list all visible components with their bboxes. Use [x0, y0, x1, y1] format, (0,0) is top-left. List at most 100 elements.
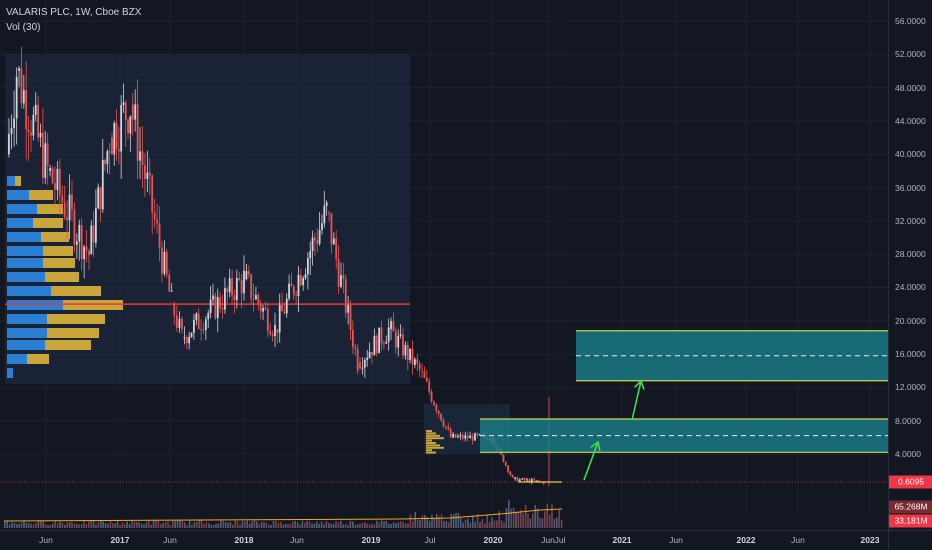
candle-body — [161, 247, 163, 274]
candle-body — [430, 391, 433, 402]
volume-profile-bar — [45, 340, 91, 350]
symbol-title[interactable]: VALARIS PLC, 1W, Cboe BZX — [6, 7, 142, 18]
volume-profile-bar — [45, 272, 79, 282]
candle-body — [371, 351, 373, 356]
candle-body — [469, 435, 472, 439]
candle-body — [476, 433, 479, 436]
candle-body — [27, 129, 30, 133]
candle-body — [170, 290, 173, 292]
candle-body — [165, 251, 168, 275]
price-tick-label: 32.0000 — [895, 215, 926, 226]
candle-body — [380, 327, 383, 344]
volume-profile-bar — [47, 328, 99, 338]
candle-body — [18, 68, 20, 71]
volume-bar — [464, 519, 467, 528]
price-axis[interactable]: 56.0000 52.0000 48.0000 44.0000 40.0000 36.00… — [888, 0, 932, 530]
volume-bar — [383, 521, 385, 528]
candle-body — [404, 345, 407, 356]
candle-body — [8, 133, 10, 155]
volume-bar — [227, 522, 229, 528]
volume-bar — [419, 520, 421, 528]
candle-body — [537, 480, 540, 482]
candle-body — [474, 433, 476, 441]
volume-bar — [308, 521, 311, 528]
volume-bar — [292, 521, 294, 528]
volume-bar — [260, 522, 263, 528]
candle-body — [516, 477, 519, 482]
candle-body — [425, 377, 428, 382]
volume-bar — [244, 521, 246, 528]
volume-bar — [402, 521, 404, 528]
candle-body — [295, 294, 298, 297]
volume-bar — [121, 522, 124, 528]
volume-bar — [8, 524, 11, 528]
candle-body — [216, 297, 219, 319]
volume-bar — [311, 523, 313, 528]
candle-body — [153, 212, 156, 220]
candle-body — [328, 212, 330, 214]
volume-bar — [90, 520, 92, 528]
candle-body — [85, 246, 88, 251]
candle-body — [51, 168, 54, 184]
volume-bar — [404, 523, 407, 528]
volume-bar — [263, 522, 265, 528]
volume-bar — [416, 520, 419, 528]
volume-bar — [52, 523, 54, 528]
candle-body — [104, 159, 106, 164]
candle-body — [178, 318, 181, 328]
candle-body — [113, 123, 116, 155]
volume-bar — [246, 520, 248, 528]
volume-profile-bar — [15, 176, 21, 186]
volume-bar — [248, 523, 251, 528]
volume-indicator-label[interactable]: Vol (30) — [6, 22, 41, 33]
volume-bar — [179, 520, 181, 528]
candle-body — [66, 217, 69, 221]
time-tick-label: Jun — [290, 535, 304, 545]
volume-bar — [172, 520, 174, 528]
candle-body — [148, 172, 151, 176]
volume-bar — [347, 524, 349, 528]
candle-body — [44, 143, 47, 178]
volume-profile-bar — [41, 232, 69, 242]
price-chart[interactable] — [0, 0, 888, 530]
volume-bar — [320, 521, 323, 528]
candle-body — [281, 305, 283, 312]
candle-body — [423, 371, 426, 378]
volume-bar — [176, 520, 179, 528]
price-tick-label: 12.0000 — [895, 382, 926, 393]
volume-bar — [524, 504, 527, 528]
volume-bar — [395, 523, 397, 528]
candle-body — [73, 209, 76, 245]
volume-bar — [37, 520, 40, 528]
volume-bar — [488, 521, 491, 528]
volume-bar — [258, 523, 260, 528]
candle-body — [402, 334, 404, 356]
volume-bar — [128, 524, 131, 528]
volume-bar — [296, 522, 299, 528]
volume-bar — [344, 523, 347, 528]
candle-body — [530, 479, 533, 483]
candle-body — [80, 224, 83, 260]
volume-bar — [400, 521, 402, 528]
volume-bar — [522, 513, 524, 528]
volume-bar — [438, 516, 440, 528]
volume-bar — [241, 521, 244, 528]
volume-bar — [236, 521, 239, 528]
candle-body — [356, 348, 359, 371]
candle-body — [122, 102, 125, 105]
candle-body — [183, 337, 186, 339]
volume-bar — [167, 521, 169, 528]
volume-profile-bar — [7, 328, 47, 338]
time-axis[interactable]: Jun 2017 Jun 2018 Jun 2019 Jul 2020 Jun Jul 2021 Ju… — [0, 530, 888, 550]
candle-body — [83, 246, 86, 260]
candle-body — [202, 329, 205, 331]
volume-bar — [426, 517, 428, 528]
volume-profile-bar — [7, 368, 13, 378]
volume-profile-bar — [7, 258, 43, 268]
candle-body — [92, 225, 95, 243]
volume-bar — [32, 524, 35, 528]
volume-profile-bar — [27, 354, 49, 364]
candle-body — [292, 286, 295, 295]
candle-body — [264, 307, 267, 310]
